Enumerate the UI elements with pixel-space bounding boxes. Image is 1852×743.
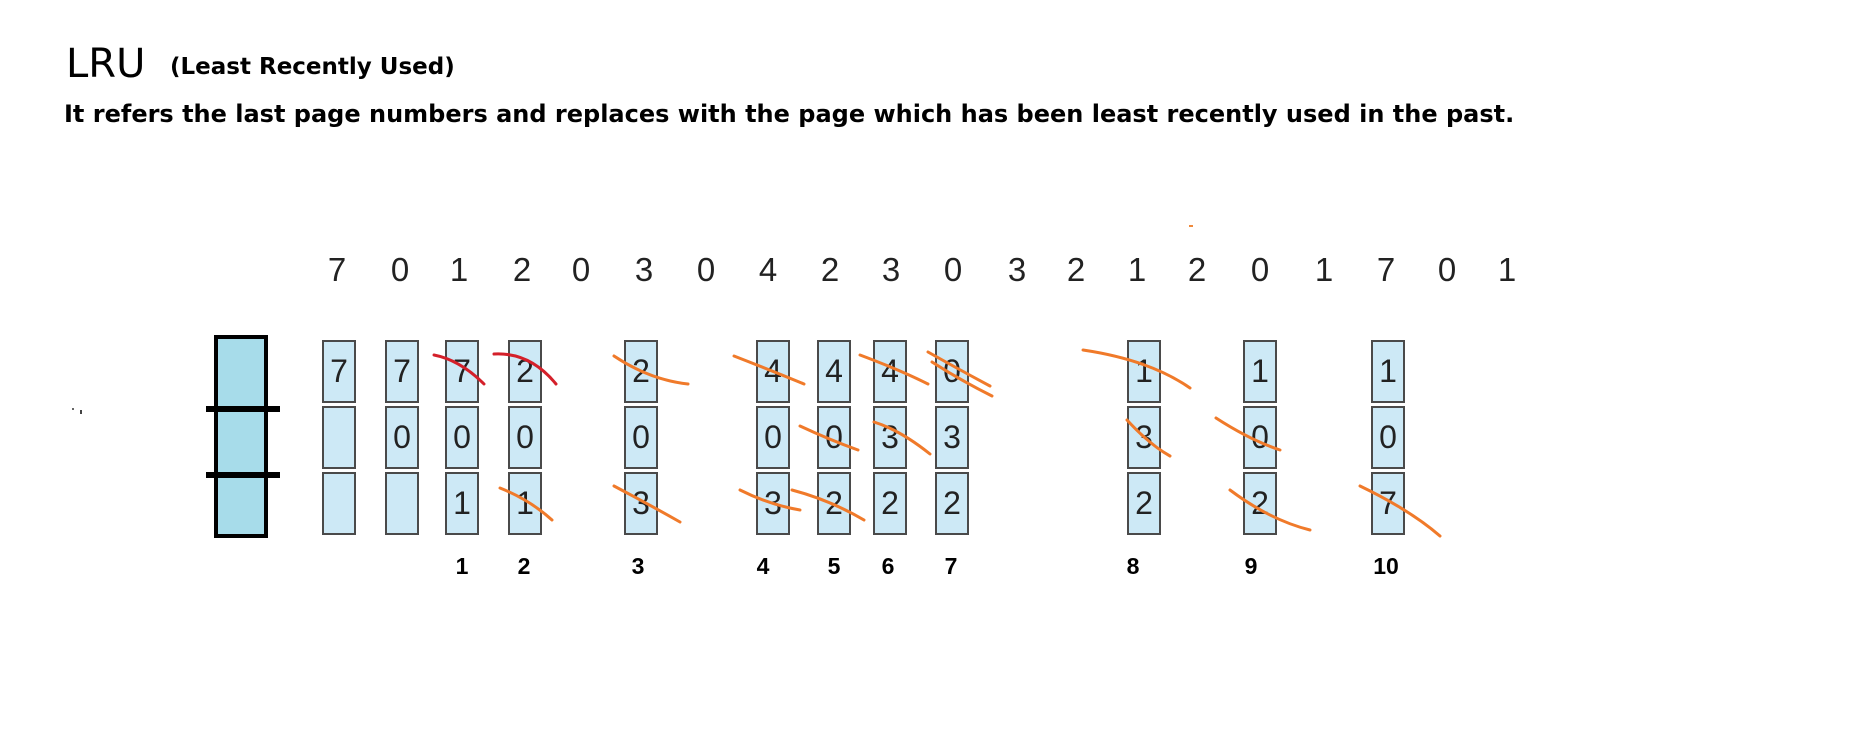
frame-cell: 1	[445, 472, 479, 535]
reference-page: 3	[881, 251, 901, 288]
frame-cell: 0	[1371, 406, 1405, 469]
fault-number: 5	[827, 553, 841, 579]
frame-column: 7	[322, 340, 356, 536]
fault-number: 10	[1373, 553, 1399, 579]
fault-number: 2	[517, 553, 531, 579]
reference-page: 7	[1376, 251, 1396, 288]
frame-cell: 3	[624, 472, 658, 535]
frame-cell	[322, 472, 356, 535]
frame-cell: 0	[624, 406, 658, 469]
frame-cell: 1	[1127, 340, 1161, 403]
reference-page: 3	[1007, 251, 1027, 288]
frame-cell: 2	[1243, 472, 1277, 535]
frame-cell: 1	[1371, 340, 1405, 403]
frame-cell: 7	[385, 340, 419, 403]
frame-cell: 3	[873, 406, 907, 469]
frame-legend-box	[206, 335, 280, 538]
fault-number: 9	[1244, 553, 1258, 579]
reference-page: 0	[1250, 251, 1270, 288]
fault-number: 1	[455, 553, 469, 579]
frame-cell: 2	[873, 472, 907, 535]
legend-divider	[206, 472, 280, 478]
page-subtitle: (Least Recently Used)	[170, 54, 455, 80]
frame-cell: 7	[322, 340, 356, 403]
reference-page: 2	[1066, 251, 1086, 288]
frame-cell: 4	[756, 340, 790, 403]
frame-cell: 2	[817, 472, 851, 535]
frame-cell: 0	[445, 406, 479, 469]
reference-page: 0	[696, 251, 716, 288]
speck-mark	[80, 410, 82, 414]
frame-cell: 1	[1243, 340, 1277, 403]
legend-divider	[206, 406, 280, 412]
frame-cell	[322, 406, 356, 469]
reference-page: 1	[1497, 251, 1517, 288]
frame-cell: 7	[445, 340, 479, 403]
frame-cell: 0	[385, 406, 419, 469]
frame-cell: 3	[756, 472, 790, 535]
frame-cell	[385, 472, 419, 535]
reference-page: 0	[390, 251, 410, 288]
reference-page: 7	[327, 251, 347, 288]
reference-page: 1	[1314, 251, 1334, 288]
reference-page: 0	[571, 251, 591, 288]
frame-cell: 1	[508, 472, 542, 535]
frame-cell: 0	[817, 406, 851, 469]
frame-cell: 7	[1371, 472, 1405, 535]
fault-number: 8	[1126, 553, 1140, 579]
speck-mark	[72, 408, 74, 410]
reference-page: 0	[1437, 251, 1457, 288]
reference-page: 1	[1127, 251, 1147, 288]
fault-number: 7	[944, 553, 958, 579]
speck-mark	[1189, 225, 1193, 227]
frame-cell: 4	[873, 340, 907, 403]
frame-cell: 2	[508, 340, 542, 403]
page-title: LRU	[66, 41, 146, 87]
frame-cell: 3	[1127, 406, 1161, 469]
reference-page: 4	[758, 251, 778, 288]
reference-page: 1	[449, 251, 469, 288]
frame-cell: 4	[817, 340, 851, 403]
frame-cell: 0	[935, 340, 969, 403]
reference-page: 0	[943, 251, 963, 288]
frame-cell: 2	[624, 340, 658, 403]
reference-page: 2	[512, 251, 532, 288]
frame-cell: 2	[935, 472, 969, 535]
frame-cell: 0	[756, 406, 790, 469]
frame-cell: 3	[935, 406, 969, 469]
fault-number: 6	[881, 553, 895, 579]
fault-number: 3	[631, 553, 645, 579]
frame-cell: 2	[1127, 472, 1161, 535]
reference-page: 2	[820, 251, 840, 288]
description-text: It refers the last page numbers and repl…	[64, 100, 1515, 128]
frame-cell: 0	[508, 406, 542, 469]
reference-page: 3	[634, 251, 654, 288]
reference-page: 2	[1187, 251, 1207, 288]
fault-number: 4	[756, 553, 770, 579]
frame-cell: 0	[1243, 406, 1277, 469]
